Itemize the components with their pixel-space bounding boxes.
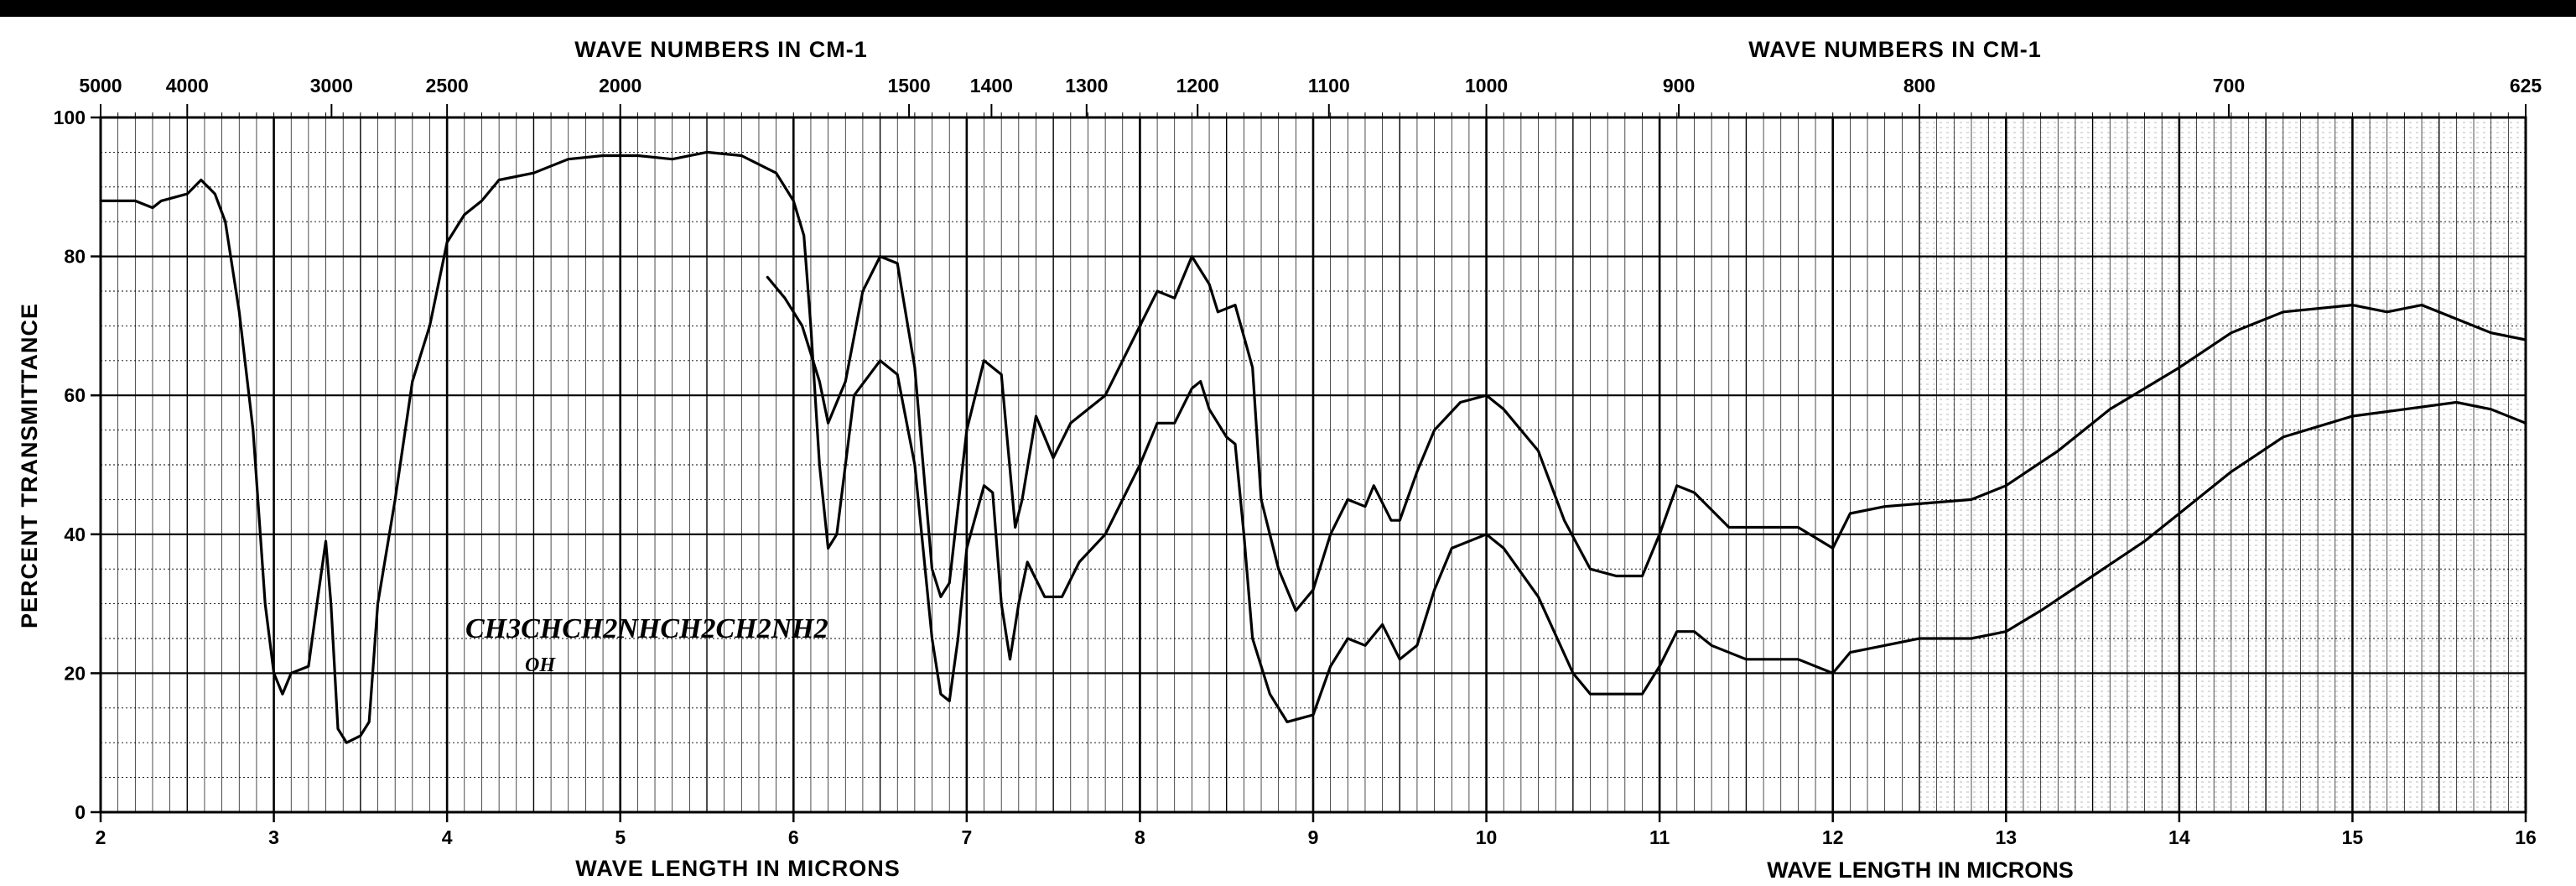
top-axis-title-left: WAVE NUMBERS IN CM-1	[574, 37, 868, 62]
wavelength-tick-label: 4	[442, 826, 453, 848]
wavelength-tick-label: 5	[615, 826, 626, 848]
wavelength-tick-label: 13	[1995, 826, 2017, 848]
wavenumber-tick-label: 2500	[426, 75, 469, 96]
structure-annotation: CH3CHCH2NHCH2CH2NH2 OH	[465, 613, 828, 676]
wavelength-tick-label: 2	[96, 826, 106, 848]
wavenumber-tick-label: 4000	[166, 75, 209, 96]
top-black-band	[0, 0, 2576, 17]
wavelength-tick-label: 7	[961, 826, 972, 848]
wavenumber-tick-label: 700	[2213, 75, 2245, 96]
wavelength-tick-label: 14	[2168, 826, 2190, 848]
wavelength-tick-label: 12	[1822, 826, 1844, 848]
wavelength-tick-label: 10	[1476, 826, 1498, 848]
wavelength-tick-label: 6	[788, 826, 799, 848]
wavenumber-tick-label: 625	[2510, 75, 2542, 96]
wavenumber-tick-label: 2000	[599, 75, 641, 96]
y-axis-title: PERCENT TRANSMITTANCE	[17, 303, 42, 628]
spectrum-series-1	[99, 150, 2527, 744]
wavenumber-tick-label: 900	[1663, 75, 1695, 96]
wavelength-tick-label: 8	[1135, 826, 1145, 848]
wavelength-tick-label: 16	[2515, 826, 2537, 848]
wavenumber-tick-label: 5000	[79, 75, 122, 96]
right-stipple-region	[1919, 117, 2526, 808]
transmittance-axis: 0 20 40 60 80 100	[54, 107, 101, 823]
wavenumber-tick-label: 1500	[887, 75, 930, 96]
wavelength-axis: 2 3 4 5 6 7 8 9 10 11 12 13 14 15 16	[96, 812, 2537, 848]
transmittance-tick-label: 40	[64, 524, 86, 545]
chart-grid	[99, 116, 2527, 814]
wavelength-tick-label: 9	[1308, 826, 1319, 848]
structure-formula: CH3CHCH2NHCH2CH2NH2	[465, 613, 828, 644]
wavenumber-tick-label: 3000	[310, 75, 353, 96]
wavenumber-tick-label: 1000	[1465, 75, 1508, 96]
wavelength-tick-label: 15	[2342, 826, 2364, 848]
wavenumber-axis: 5000 4000 3000 2500 2000 1500 1400 1300 1200 1100…	[79, 75, 2542, 117]
transmittance-tick-label: 20	[64, 662, 86, 684]
transmittance-tick-label: 100	[54, 107, 86, 128]
spectrum-series-group	[99, 150, 2527, 744]
top-axis-title-right: WAVE NUMBERS IN CM-1	[1748, 37, 2042, 62]
wavenumber-tick-label: 1400	[970, 75, 1013, 96]
x-axis-title-left: WAVE LENGTH IN MICRONS	[575, 856, 901, 881]
spectrum-series-2	[766, 255, 2527, 612]
transmittance-tick-label: 80	[64, 246, 86, 268]
transmittance-tick-label: 0	[75, 801, 86, 823]
transmittance-tick-label: 60	[64, 384, 86, 406]
wavelength-tick-label: 3	[268, 826, 279, 848]
x-axis-title-right: WAVE LENGTH IN MICRONS	[1767, 857, 2074, 883]
wavenumber-tick-label: 1200	[1176, 75, 1219, 96]
wavelength-tick-label: 11	[1649, 826, 1670, 848]
wavenumber-tick-label: 1100	[1308, 75, 1350, 96]
wavenumber-tick-label: 800	[1903, 75, 1935, 96]
wavenumber-tick-label: 1300	[1065, 75, 1108, 96]
structure-hydroxyl: OH	[525, 654, 556, 676]
